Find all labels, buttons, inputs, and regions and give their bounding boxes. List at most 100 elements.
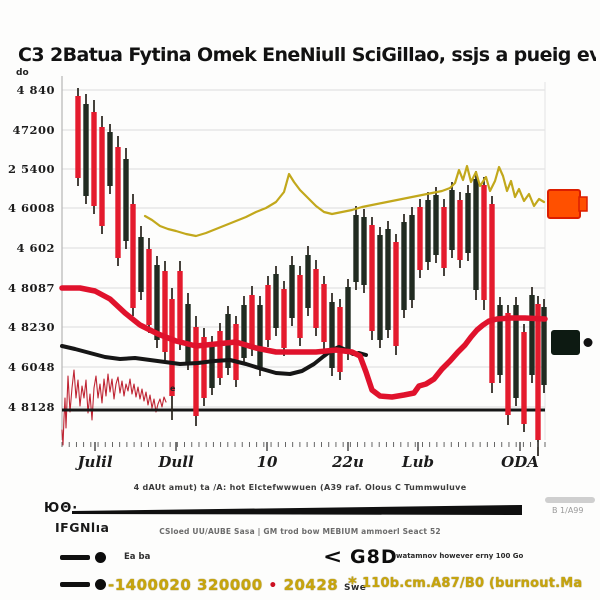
- watermark-label: IFGNlıa: [55, 520, 110, 535]
- candle-body: [115, 147, 121, 258]
- legend-dot-icon: [95, 552, 106, 563]
- time-slider[interactable]: [70, 502, 530, 520]
- black-ma-line: [60, 344, 368, 376]
- candle-body: [305, 255, 311, 308]
- yellow-ma-line: [143, 164, 546, 238]
- candle-body: [337, 307, 343, 372]
- candle-body: [169, 299, 175, 396]
- candle-body: [265, 285, 271, 340]
- candle-body: [107, 132, 113, 186]
- legend-dash-icon: [60, 555, 90, 560]
- y-axis-label: 4 602: [16, 241, 55, 255]
- y-axis-label: 4 6048: [8, 360, 55, 374]
- candle-body: [457, 200, 463, 260]
- candle-body: [433, 195, 439, 255]
- candle-body: [521, 332, 527, 424]
- candle-body: [154, 265, 160, 340]
- x-axis-label: Lub: [401, 453, 434, 471]
- legend-row-2[interactable]: -1400020 320000 • 20428 Swe * 110b.cm.A8…: [0, 574, 600, 598]
- candle-body: [146, 249, 152, 325]
- candle-body: [329, 302, 335, 368]
- candle-body: [449, 190, 455, 250]
- x-axis-label: ODA: [501, 453, 539, 471]
- candle-body: [393, 242, 399, 346]
- candle-body: [201, 337, 207, 398]
- candle-body: [75, 96, 81, 178]
- candle-body: [529, 295, 535, 375]
- x-axis-label: 22u: [331, 453, 364, 471]
- legend-dot-icon: [95, 579, 106, 590]
- y-axis-label: 4 6008: [8, 201, 55, 215]
- candle-body: [441, 207, 447, 268]
- status-line: CSloed UU/AUBE Sasa | GM trod bow MEBIUM…: [159, 527, 441, 536]
- candle-body: [369, 225, 375, 331]
- chart-title: C3 2Batua Fytina Omek EneNiull SciGillao…: [18, 44, 596, 66]
- legend-dash-icon: [60, 582, 90, 587]
- legend-unit: Swe: [343, 583, 367, 593]
- y-axis-label: 4 8087: [8, 281, 55, 295]
- candle-body: [425, 200, 431, 262]
- x-axis-label: 10: [257, 453, 278, 471]
- orange-price-tag: [547, 189, 581, 219]
- chart-annotation: e: [170, 384, 176, 393]
- candle-body: [83, 104, 89, 196]
- legend-star-icon: *: [348, 574, 357, 594]
- legend-sep-dot-icon: •: [268, 578, 278, 594]
- candle-body: [321, 284, 327, 342]
- candle-body: [193, 327, 199, 416]
- candle-body: [313, 269, 319, 328]
- candle-body: [361, 217, 367, 285]
- candle-body: [481, 185, 487, 300]
- scrollbar-cap[interactable]: [545, 497, 595, 503]
- candle-body: [401, 222, 407, 310]
- slider-range-label: B 1/A99: [552, 506, 584, 515]
- candle-body: [185, 304, 191, 362]
- legend-value-2: 20428: [283, 576, 339, 594]
- candle-body: [465, 193, 471, 253]
- candle-body: [409, 215, 415, 300]
- candle-body: [497, 305, 503, 375]
- legend-row-1[interactable]: Ea ba < G8D watamnov however erny 100 Go: [0, 545, 600, 570]
- candle-body: [91, 112, 97, 206]
- legend-values: -1400020 320000 • 20428 Swe: [108, 576, 366, 594]
- candle-body: [297, 275, 303, 338]
- candle-body: [281, 289, 287, 348]
- black-price-tag-dot: [583, 338, 593, 347]
- x-axis-label: Dull: [157, 453, 194, 471]
- candle-body: [138, 237, 144, 292]
- candle-body: [99, 127, 105, 226]
- candle-body: [535, 304, 541, 440]
- legend-value-1: -1400020 320000: [108, 576, 263, 594]
- candle-body: [130, 204, 136, 308]
- candle-body: [217, 331, 223, 378]
- candle-body: [417, 207, 423, 270]
- candle-body: [473, 179, 479, 290]
- candle-body: [289, 265, 295, 318]
- candle-body: [377, 235, 383, 340]
- price-chart: 4 840 47200 2 5400 4 6008 4 602 4 8087 4 8230 4…: [8, 76, 593, 471]
- candle-body: [273, 274, 279, 328]
- slider-icons[interactable]: ЮΘ·: [44, 501, 79, 516]
- candle-body: [233, 324, 239, 380]
- oscillator-line: [61, 369, 167, 446]
- candle-body: [123, 159, 129, 241]
- slider-track[interactable]: [72, 505, 522, 515]
- x-axis-label: Julil: [74, 453, 112, 471]
- black-price-tag: [551, 330, 580, 355]
- candle-body: [177, 271, 183, 342]
- candle-body: [249, 295, 255, 348]
- y-axis-label: 4 8128: [8, 400, 55, 414]
- y-axis-label: 4 8230: [8, 320, 55, 334]
- axis-caption: 4 dAUt amut) ta /A: hot Elctefwwwuen (A3…: [133, 483, 467, 492]
- legend-right-text: 110b.cm.A87/B0 (burnout.Ma: [362, 576, 583, 591]
- chart-subtitle: do: [16, 68, 29, 78]
- legend-chevron-icon[interactable]: <: [323, 545, 343, 569]
- candle-body: [345, 287, 351, 352]
- orange-price-tag-notch: [578, 196, 588, 212]
- legend-desc: watamnov however erny 100 Go: [396, 552, 524, 560]
- candle-body: [162, 271, 168, 352]
- y-axis-label: 4 840: [16, 83, 55, 97]
- candle-body: [513, 305, 519, 398]
- candle-body: [209, 343, 215, 388]
